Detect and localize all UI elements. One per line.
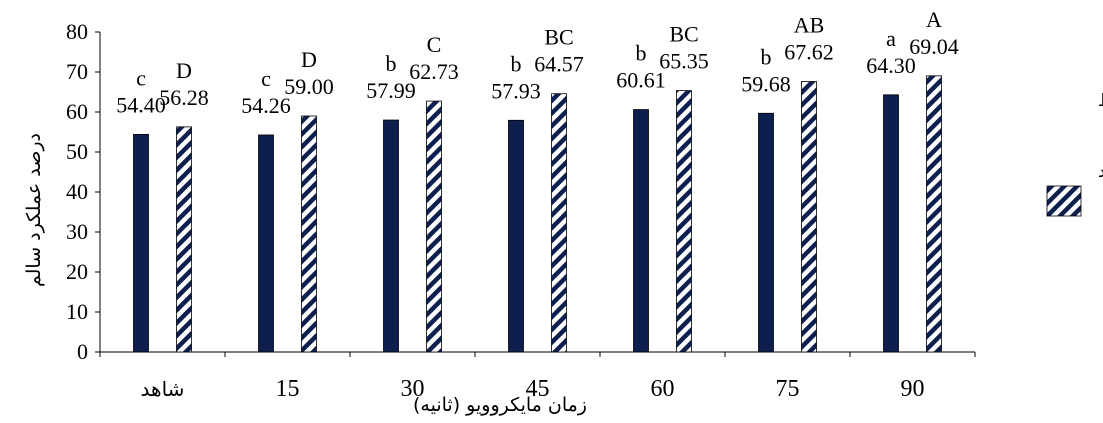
significance-letter: c	[136, 65, 146, 90]
significance-letter: c	[261, 66, 271, 91]
bars	[133, 75, 942, 353]
value-label: 64.57	[534, 52, 584, 77]
value-label: 62.73	[409, 59, 459, 84]
value-label: 59.00	[284, 74, 334, 99]
value-label: 57.93	[491, 78, 541, 103]
value-label: 54.40	[116, 92, 166, 117]
bar-long-grain	[551, 93, 567, 353]
value-label: 64.30	[866, 53, 916, 78]
x-tick-label: 15	[276, 376, 300, 402]
x-axis-title: زمان مایکروویو (ثانیه)	[413, 394, 587, 416]
y-tick-label: 80	[66, 19, 88, 44]
bar-medium-grain	[883, 94, 899, 353]
bar-medium-grain	[758, 112, 774, 353]
x-tick-label: 45	[526, 376, 550, 402]
y-tick-label: 10	[66, 299, 88, 324]
bar-long-grain	[426, 100, 442, 353]
bar-medium-grain	[258, 134, 274, 353]
significance-letter: D	[301, 47, 317, 72]
significance-letter: AB	[794, 13, 825, 38]
bar-long-grain	[926, 75, 942, 353]
bar-medium-grain	[383, 119, 399, 353]
legend-swatch-long-grain	[1046, 185, 1082, 217]
significance-letter: b	[761, 44, 772, 69]
value-label: 57.99	[366, 78, 416, 103]
legend: دانه متوسط دانه بلند	[1046, 91, 1103, 217]
significance-letter: b	[636, 41, 647, 66]
axes: 0 10 20 30 40 50 60 70 80 شاهد 15 30 45 60 75 90	[66, 19, 976, 402]
value-label: 56.28	[159, 85, 209, 110]
x-tick-label: 90	[901, 376, 925, 402]
significance-letter: C	[427, 32, 442, 57]
significance-letter: D	[176, 58, 192, 83]
y-tick-label: 70	[66, 59, 88, 84]
y-tick-label: 20	[66, 259, 88, 284]
significance-letter: BC	[544, 25, 573, 50]
value-label: 59.68	[741, 71, 791, 96]
x-tick-label: 30	[401, 376, 425, 402]
value-label: 60.61	[616, 68, 666, 93]
y-tick-label: 60	[66, 99, 88, 124]
value-label: 69.04	[909, 34, 959, 59]
significance-letter: A	[926, 7, 942, 32]
bar-medium-grain	[508, 119, 524, 353]
y-tick-label: 50	[66, 139, 88, 164]
significance-letter: b	[386, 51, 397, 76]
x-tick-label: 75	[776, 376, 800, 402]
y-tick-label: 40	[66, 179, 88, 204]
x-tick-label: 60	[651, 376, 675, 402]
value-label: 54.26	[241, 93, 291, 118]
y-tick-label: 0	[77, 339, 88, 364]
y-tick-label: 30	[66, 219, 88, 244]
value-label: 67.62	[784, 40, 834, 65]
bar-long-grain	[676, 90, 692, 353]
bar-medium-grain	[133, 133, 149, 353]
bar-long-grain	[301, 115, 317, 353]
significance-letter: a	[886, 26, 896, 51]
legend-label-medium-grain: دانه متوسط	[1098, 91, 1103, 111]
significance-letter: BC	[669, 22, 698, 47]
bar-long-grain	[801, 81, 817, 353]
x-tick-label: شاهد	[141, 377, 185, 401]
legend-label-long-grain: دانه بلند	[1098, 162, 1103, 182]
value-label: 65.35	[659, 49, 709, 74]
bar-medium-grain	[633, 109, 649, 353]
y-axis-title: درصد عملکرد سالم	[23, 133, 45, 287]
bar-long-grain	[176, 126, 192, 353]
significance-letter: b	[511, 51, 522, 76]
